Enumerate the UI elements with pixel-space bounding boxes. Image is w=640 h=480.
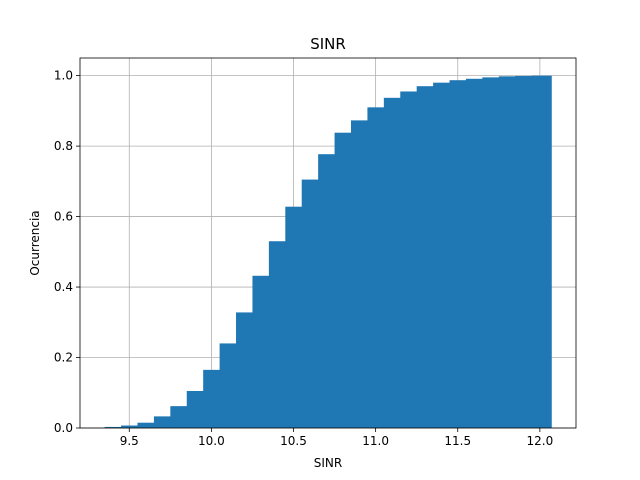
histogram-bar [383,97,401,429]
x-axis-label: SINR [314,456,342,470]
histogram-bar [121,425,138,428]
histogram-bar [318,154,335,428]
y-tick-label: 0.0 [54,421,73,435]
ticks-layer: 9.5 10.0 10.5 11.0 11.5 12.0 0.0 0.2 0.4 0.6 0.8 1.… [54,69,553,448]
chart-title: SINR [310,35,346,53]
histogram-bar [104,426,122,428]
histogram-bar [236,312,253,428]
histogram-bar [416,86,434,428]
histogram-bar [498,76,516,429]
histogram-bar [301,179,319,428]
histogram-bar [482,77,500,428]
histogram-bar [449,80,467,428]
y-axis-label: Ocurrencia [28,210,42,275]
histogram-bar [350,120,368,428]
histogram-bar [400,91,418,428]
histogram-bar [153,416,171,428]
plot-frame [79,57,577,429]
histogram-bar [531,75,552,428]
histogram-bar [465,78,483,429]
histogram-bar [334,132,352,428]
x-tick-label: 12.0 [527,434,554,448]
histogram-bar [219,343,237,428]
histogram-bar [252,275,270,428]
y-tick-label: 0.4 [54,280,73,294]
x-tick-label: 10.0 [198,434,225,448]
histogram-bar [170,406,188,428]
x-tick-label: 11.0 [362,434,389,448]
histogram-bar [367,107,385,428]
y-tick-label: 0.8 [54,139,73,153]
histogram-bar [137,422,155,428]
y-tick-label: 0.2 [54,351,73,365]
histogram-bar [186,391,204,428]
y-tick-label: 0.6 [54,210,73,224]
histogram-bar [433,82,450,429]
bars-layer [104,75,552,429]
histogram-bar [285,206,303,428]
histogram-bar [203,369,221,428]
histogram-bar [515,75,533,428]
y-tick-label: 1.0 [54,69,73,83]
x-tick-label: 9.5 [120,434,139,448]
histogram-bar [268,241,286,428]
x-tick-label: 11.5 [444,434,471,448]
x-tick-label: 10.5 [280,434,307,448]
